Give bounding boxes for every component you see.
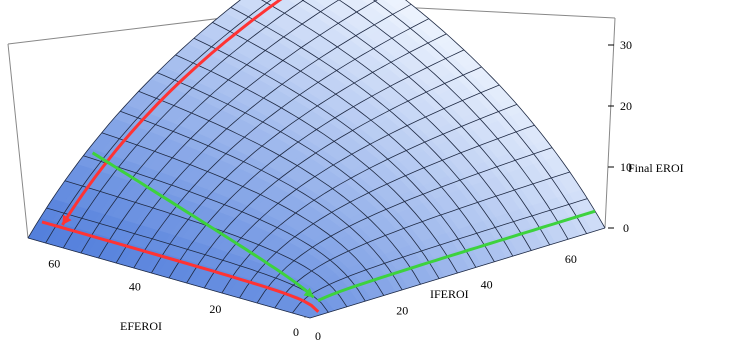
y-tick-label: 20 [396, 303, 408, 317]
x-tick-label: 40 [129, 279, 141, 293]
y-axis-label: IFEROI [430, 287, 469, 301]
mesh-line [338, 0, 569, 240]
green-arrowhead [303, 287, 314, 298]
mesh-line [133, 18, 429, 269]
mesh-line [115, 3, 412, 264]
mesh-line [260, 0, 532, 251]
z-tick-label: 10 [620, 160, 632, 174]
y-tick-label: 40 [481, 278, 493, 292]
z-tick-label: 20 [620, 99, 632, 113]
surface-patch [296, 0, 322, 13]
green-path-contour [91, 151, 315, 299]
mesh-line [193, 37, 477, 268]
box-edge [604, 17, 616, 229]
x-tick-label: 60 [48, 256, 60, 270]
axis-ticks: 0 20 40 60 0 20 40 60 0 10 20 30 [48, 38, 632, 343]
red-path-base [41, 220, 320, 313]
surface-patch [288, 0, 305, 5]
surface-patch [236, 0, 261, 10]
mesh-line [301, 0, 551, 246]
mesh-line [175, 54, 458, 274]
red-arrowhead [62, 214, 72, 225]
y-tick-label: 60 [565, 252, 577, 266]
surface-patch [314, 0, 328, 5]
mesh-line [230, 7, 514, 257]
mesh-line [405, 0, 606, 229]
x-tick-label: 20 [209, 302, 221, 316]
green-path-base [317, 209, 596, 302]
z-tick-label: 0 [623, 221, 629, 235]
surface-patch [338, 0, 352, 5]
surface-patch [368, 0, 394, 14]
mesh-line [62, 0, 305, 249]
mesh-line [27, 0, 241, 239]
surface-patch [384, 0, 406, 7]
box-edge [7, 43, 29, 239]
mesh-line [373, 0, 587, 234]
x-tick-label: 0 [293, 325, 299, 339]
surface-patch [320, 0, 346, 12]
y-tick-label: 0 [315, 329, 321, 343]
mesh-line [45, 0, 272, 244]
mesh-line [80, 0, 340, 254]
surface-patch [361, 0, 378, 5]
z-tick-label: 30 [620, 38, 632, 52]
surface-mesh [27, 0, 606, 319]
z-axis-label: Final EROI [628, 161, 684, 175]
mesh-line [151, 33, 447, 274]
highlighted-paths [41, 0, 596, 313]
mesh-line [212, 22, 495, 263]
x-axis-label: EFEROI [120, 319, 162, 333]
